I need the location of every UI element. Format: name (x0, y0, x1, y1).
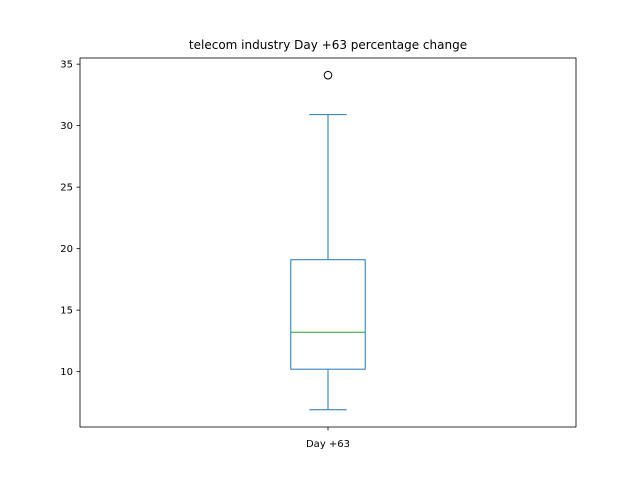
y-tick-label: 10 (60, 367, 73, 378)
y-axis: 10 15 20 25 30 35 (60, 60, 80, 378)
y-tick-label: 30 (60, 121, 73, 132)
interquartile-box (290, 259, 366, 370)
y-tick-label: 20 (60, 244, 73, 255)
chart-title: telecom industry Day +63 percentage chan… (189, 38, 467, 52)
y-tick-label: 35 (60, 60, 73, 71)
y-tick-label: 15 (60, 306, 73, 317)
boxes-group (290, 70, 366, 411)
box-day-63 (290, 70, 366, 411)
y-tick-label: 25 (60, 183, 73, 194)
x-tick-label: Day +63 (306, 439, 350, 450)
outlier-point (323, 70, 333, 80)
x-axis: Day +63 (306, 427, 350, 450)
